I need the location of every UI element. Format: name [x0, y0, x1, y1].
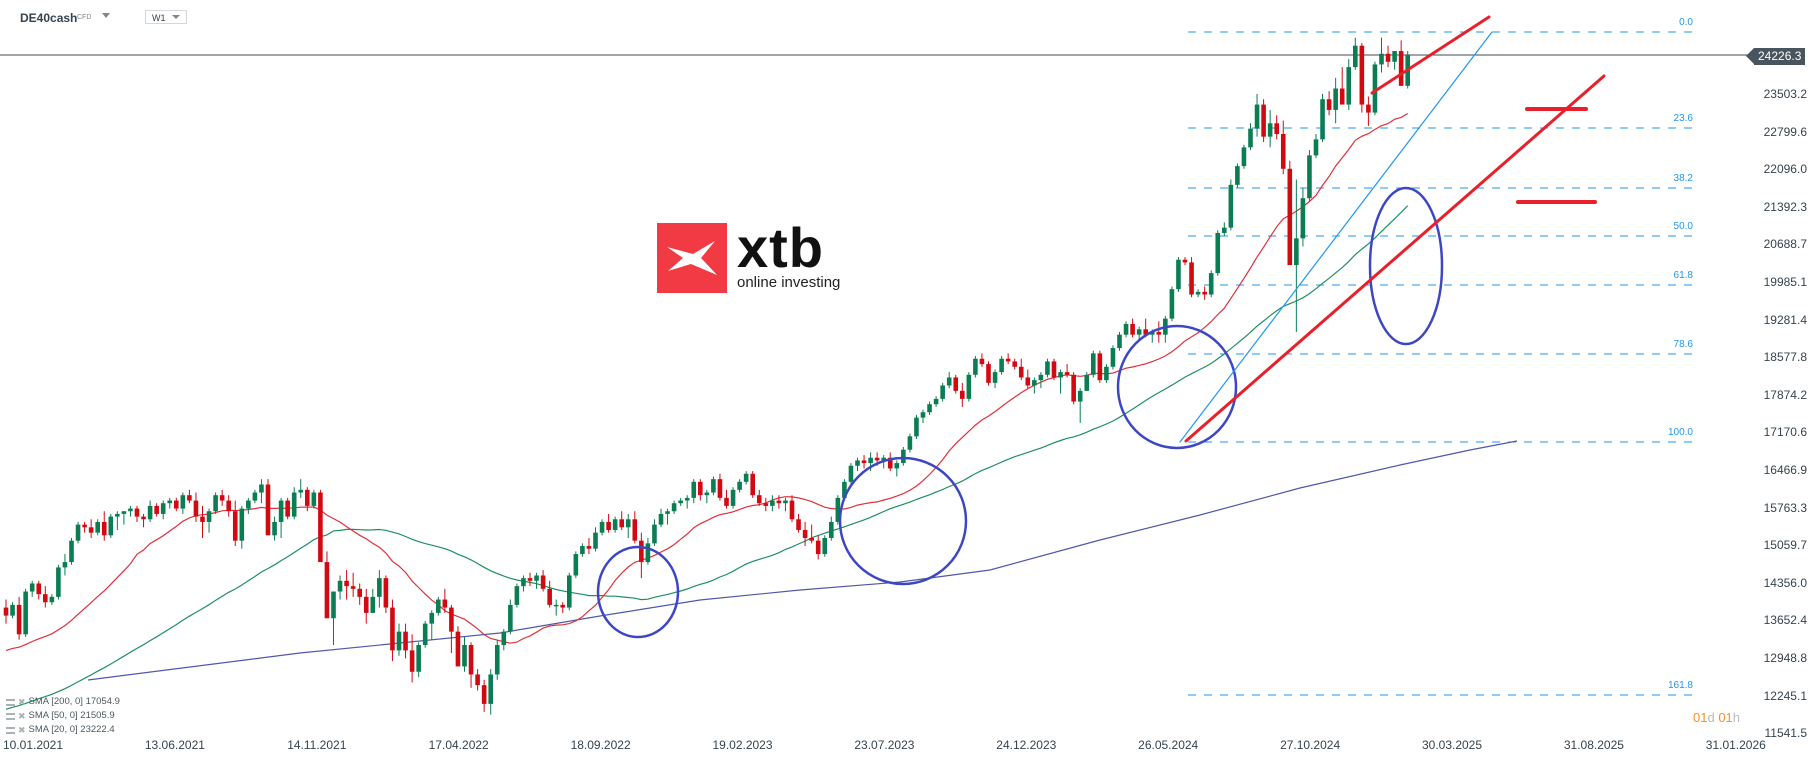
time-axis-label: 10.01.2021 [2, 738, 64, 752]
time-axis-label: 23.07.2023 [854, 738, 915, 752]
price-axis-label: 17874.2 [1763, 387, 1807, 402]
sma-50-line [5, 205, 1409, 710]
price-axis-label: 19281.4 [1763, 312, 1807, 327]
annotation-ellipse [1368, 186, 1444, 346]
legend-label: SMA [50, 0] 21505.9 [28, 710, 115, 721]
time-axis-label: 26.05.2024 [1138, 738, 1199, 752]
price-axis-label: 14356.0 [1763, 575, 1807, 590]
remove-x-icon[interactable]: ✖ [18, 697, 26, 707]
time-axis-label: 18.09.2022 [570, 738, 631, 752]
countdown-hours: 01 [1718, 710, 1733, 725]
fib-level-label: 100.0 [1667, 427, 1693, 438]
time-axis-label: 31.08.2025 [1563, 738, 1624, 752]
candle-countdown: 01d 01h [1693, 710, 1740, 725]
annotation-ellipse [596, 545, 680, 639]
legend-row-sma200: ✖ SMA [200, 0] 17054.9 [6, 695, 120, 709]
time-axis-label: 19.02.2023 [712, 738, 773, 752]
candlesticks [3, 37, 1410, 715]
fib-level-label: 50.0 [1673, 221, 1693, 232]
price-axis-label: 12245.1 [1763, 688, 1807, 703]
timeframe-select[interactable]: W1 [145, 10, 187, 24]
fib-level-label: 161.8 [1667, 680, 1693, 691]
time-axis-label: 17.04.2022 [428, 738, 489, 752]
fib-level-label: 23.6 [1673, 113, 1693, 124]
legend-label: SMA [200, 0] 17054.9 [28, 696, 120, 707]
price-axis-label: 21392.3 [1763, 199, 1807, 214]
countdown-hour-unit: h [1732, 710, 1741, 725]
fib-level-label: 78.6 [1673, 339, 1693, 350]
annotation-trendline [1370, 15, 1491, 95]
current-price-tag: 24226.3 [1745, 48, 1806, 65]
price-axis-label: 16466.9 [1763, 463, 1807, 477]
drawing-annotations[interactable] [596, 15, 1606, 639]
logo-tagline: online investing [737, 274, 841, 291]
time-axis-label: 14.11.2021 [287, 738, 347, 752]
price-axis-label: 15059.7 [1763, 538, 1807, 553]
xtb-logo-mark-icon [657, 223, 727, 293]
price-axis-label: 13652.4 [1763, 613, 1807, 628]
price-axis-label: 23503.2 [1763, 87, 1807, 101]
fib-level-label: 61.8 [1673, 270, 1693, 281]
price-axis-label: 18577.8 [1763, 350, 1807, 365]
legend-label: SMA [20, 0] 23222.4 [28, 724, 115, 735]
chart-toolbar: DE40cash CFD W1 [0, 0, 1815, 36]
annotation-trendline [1184, 74, 1606, 443]
settings-menu-icon[interactable] [6, 726, 15, 734]
indicator-legend: ✖ SMA [200, 0] 17054.9 ✖ SMA [50, 0] 215… [6, 695, 120, 737]
annotation-ellipse [1116, 324, 1238, 450]
time-axis-label: 30.03.2025 [1421, 738, 1483, 752]
timeframe-value: W1 [152, 13, 166, 23]
time-axis-label: 31.01.2026 [1705, 738, 1766, 752]
sma-200-line [87, 440, 1518, 681]
time-axis-label: 27.10.2024 [1280, 738, 1341, 752]
remove-x-icon[interactable]: ✖ [18, 711, 26, 721]
time-axis-label: 24.12.2023 [996, 738, 1057, 752]
price-axis-label: 19985.1 [1763, 275, 1807, 289]
fib-level-label: 0.0 [1679, 17, 1693, 28]
time-axis-label: 13.06.2021 [144, 738, 205, 752]
xtb-logo: xtb online investing [657, 216, 841, 293]
logo-wordmark: xtb [737, 216, 824, 279]
settings-menu-icon[interactable] [6, 698, 15, 706]
price-axis-label: 11541.5 [1764, 726, 1808, 741]
sma-20-line [5, 112, 1409, 651]
chevron-down-icon [172, 15, 180, 19]
symbol-name[interactable]: DE40cash [20, 11, 78, 25]
symbol-dropdown-chevron-icon[interactable] [102, 13, 110, 18]
countdown-day-unit: d [1707, 710, 1715, 725]
instrument-type-badge: CFD [77, 14, 92, 21]
annotation-trendline [1179, 31, 1493, 443]
fib-level-label: 38.2 [1673, 173, 1693, 184]
price-axis-label: 22096.0 [1763, 162, 1807, 177]
price-axis-label: 17170.6 [1763, 425, 1807, 440]
price-axis-label: 20688.7 [1763, 237, 1807, 252]
legend-row-sma20: ✖ SMA [20, 0] 23222.4 [6, 723, 120, 737]
settings-menu-icon[interactable] [6, 712, 15, 720]
legend-row-sma50: ✖ SMA [50, 0] 21505.9 [6, 709, 120, 723]
price-axis-label: 15763.3 [1763, 500, 1807, 515]
price-axis-label: 12948.8 [1763, 651, 1807, 665]
countdown-days: 01 [1693, 710, 1708, 725]
annotation-ellipse [838, 456, 968, 586]
remove-x-icon[interactable]: ✖ [18, 725, 26, 735]
price-axis-label: 22799.6 [1763, 124, 1807, 139]
